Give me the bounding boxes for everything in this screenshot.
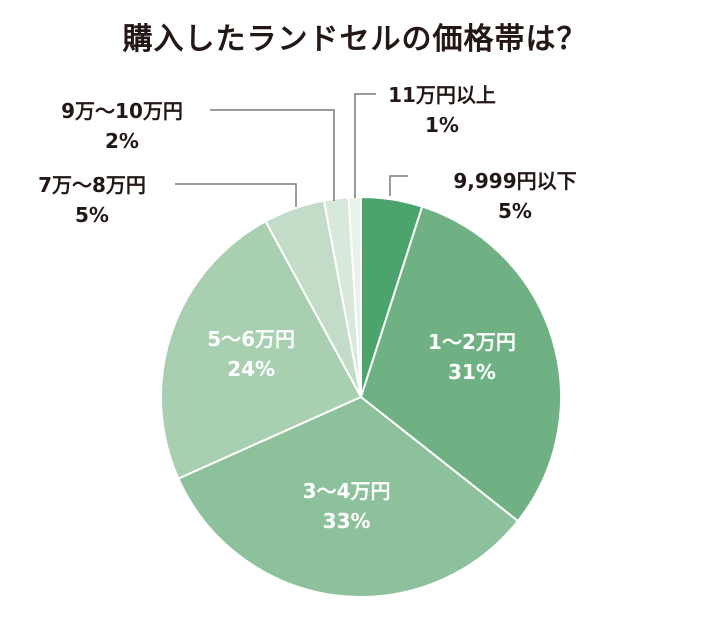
slice-5-category-label: 7万～8万円 — [38, 173, 146, 197]
slice-2-value-label: 31% — [448, 360, 496, 384]
slice-7-value-label: 1% — [425, 113, 459, 137]
slice-7-leader-line — [354, 93, 376, 198]
slice-1-value-label: 5% — [498, 199, 532, 223]
slice-4-value-label: 24% — [227, 357, 275, 381]
slice-6-value-label: 2% — [105, 129, 139, 153]
slice-4-category-label: 5～6万円 — [207, 327, 295, 351]
chart-title: 購入したランドセルの価格帯は？ — [122, 22, 588, 57]
slice-7-category-label: 11万円以上 — [388, 83, 496, 107]
slice-4-wedge — [160, 219, 363, 480]
slice-5-leader-line — [175, 183, 297, 207]
slice-6-category-label: 9万～10万円 — [61, 99, 183, 123]
slice-2-wedge — [359, 205, 562, 523]
slice-1-leader-line — [389, 175, 408, 196]
slice-6-leader-line — [210, 109, 335, 201]
slice-3-wedge — [177, 395, 520, 598]
slice-5-value-label: 5% — [75, 203, 109, 227]
slice-labels: 9,999円以下 5% 1～2万円 31% 3～4万円 33% 5～6万円 24% 7万～8万円… — [38, 83, 577, 533]
pie-slices — [160, 195, 562, 598]
slice-2-category-label: 1～2万円 — [428, 330, 516, 354]
slice-1-category-label: 9,999円以下 — [453, 169, 576, 193]
slice-3-value-label: 33% — [323, 509, 371, 533]
leader-lines — [175, 93, 408, 207]
slice-3-category-label: 3～4万円 — [303, 479, 391, 503]
